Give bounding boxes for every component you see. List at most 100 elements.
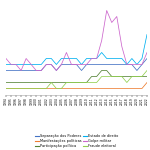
Manifestações políticas	[81, 88, 82, 89]
Golpe militar	[116, 16, 118, 17]
Separação dos Poderes	[50, 64, 52, 65]
Golpe militar	[10, 64, 12, 65]
Fraude eleitoral	[70, 82, 72, 83]
Manifestações políticas	[116, 88, 118, 89]
Separação dos Poderes	[30, 70, 32, 71]
Fraude eleitoral	[15, 88, 17, 89]
Participação política	[45, 82, 47, 83]
Fraude eleitoral	[10, 88, 12, 89]
Fraude eleitoral	[96, 82, 98, 83]
Manifestações políticas	[121, 88, 123, 89]
Participação política	[101, 70, 103, 71]
Participação política	[121, 76, 123, 77]
Participação política	[10, 82, 12, 83]
Separação dos Poderes	[25, 70, 27, 71]
Golpe militar	[111, 22, 113, 23]
Fraude eleitoral	[126, 82, 128, 83]
Separação dos Poderes	[45, 64, 47, 65]
Fraude eleitoral	[76, 82, 77, 83]
Separação dos Poderes	[60, 64, 62, 65]
Fraude eleitoral	[111, 76, 113, 77]
Golpe militar	[121, 46, 123, 47]
Fraude eleitoral	[50, 82, 52, 83]
Fraude eleitoral	[60, 88, 62, 89]
Manifestações políticas	[66, 88, 67, 89]
Separação dos Poderes	[10, 70, 12, 71]
Fraude eleitoral	[91, 82, 93, 83]
Manifestações políticas	[126, 88, 128, 89]
Fraude eleitoral	[131, 76, 133, 77]
Manifestações políticas	[10, 88, 12, 89]
Estado de direito	[141, 58, 143, 59]
Estado de direito	[15, 64, 17, 65]
Separação dos Poderes	[121, 64, 123, 65]
Separação dos Poderes	[76, 64, 77, 65]
Participação política	[111, 76, 113, 77]
Golpe militar	[50, 64, 52, 65]
Golpe militar	[76, 64, 77, 65]
Golpe militar	[141, 64, 143, 65]
Separação dos Poderes	[5, 70, 7, 71]
Manifestações políticas	[25, 88, 27, 89]
Separação dos Poderes	[56, 70, 57, 71]
Separação dos Poderes	[81, 70, 82, 71]
Participação política	[66, 82, 67, 83]
Golpe militar	[96, 58, 98, 59]
Manifestações políticas	[50, 88, 52, 89]
Manifestações políticas	[111, 88, 113, 89]
Estado de direito	[96, 58, 98, 59]
Estado de direito	[136, 64, 138, 65]
Manifestações políticas	[146, 82, 148, 83]
Golpe militar	[136, 64, 138, 65]
Fraude eleitoral	[20, 88, 22, 89]
Estado de direito	[146, 34, 148, 35]
Golpe militar	[35, 70, 37, 71]
Estado de direito	[66, 58, 67, 59]
Golpe militar	[20, 70, 22, 71]
Manifestações políticas	[86, 88, 87, 89]
Participação política	[56, 82, 57, 83]
Golpe militar	[25, 58, 27, 59]
Manifestações políticas	[96, 88, 98, 89]
Golpe militar	[40, 70, 42, 71]
Golpe militar	[5, 58, 7, 59]
Fraude eleitoral	[101, 76, 103, 77]
Fraude eleitoral	[56, 88, 57, 89]
Manifestações políticas	[35, 88, 37, 89]
Estado de direito	[131, 58, 133, 59]
Separação dos Poderes	[70, 64, 72, 65]
Fraude eleitoral	[30, 88, 32, 89]
Fraude eleitoral	[116, 76, 118, 77]
Golpe militar	[86, 64, 87, 65]
Participação política	[35, 82, 37, 83]
Participação política	[116, 76, 118, 77]
Manifestações políticas	[20, 88, 22, 89]
Golpe militar	[56, 70, 57, 71]
Participação política	[70, 82, 72, 83]
Participação política	[60, 82, 62, 83]
Fraude eleitoral	[25, 88, 27, 89]
Estado de direito	[70, 58, 72, 59]
Fraude eleitoral	[146, 70, 148, 71]
Golpe militar	[15, 64, 17, 65]
Manifestações políticas	[101, 88, 103, 89]
Line: Golpe militar: Golpe militar	[6, 11, 147, 70]
Estado de direito	[116, 58, 118, 59]
Estado de direito	[25, 64, 27, 65]
Golpe militar	[106, 10, 108, 11]
Separação dos Poderes	[111, 64, 113, 65]
Line: Separação dos Poderes: Separação dos Poderes	[6, 58, 147, 70]
Participação política	[20, 82, 22, 83]
Participação política	[15, 82, 17, 83]
Participação política	[30, 82, 32, 83]
Estado de direito	[40, 64, 42, 65]
Manifestações políticas	[70, 88, 72, 89]
Separação dos Poderes	[20, 70, 22, 71]
Estado de direito	[91, 58, 93, 59]
Golpe militar	[81, 64, 82, 65]
Fraude eleitoral	[66, 82, 67, 83]
Line: Fraude eleitoral: Fraude eleitoral	[6, 70, 147, 88]
Golpe militar	[66, 52, 67, 53]
Estado de direito	[35, 64, 37, 65]
Separação dos Poderes	[96, 64, 98, 65]
